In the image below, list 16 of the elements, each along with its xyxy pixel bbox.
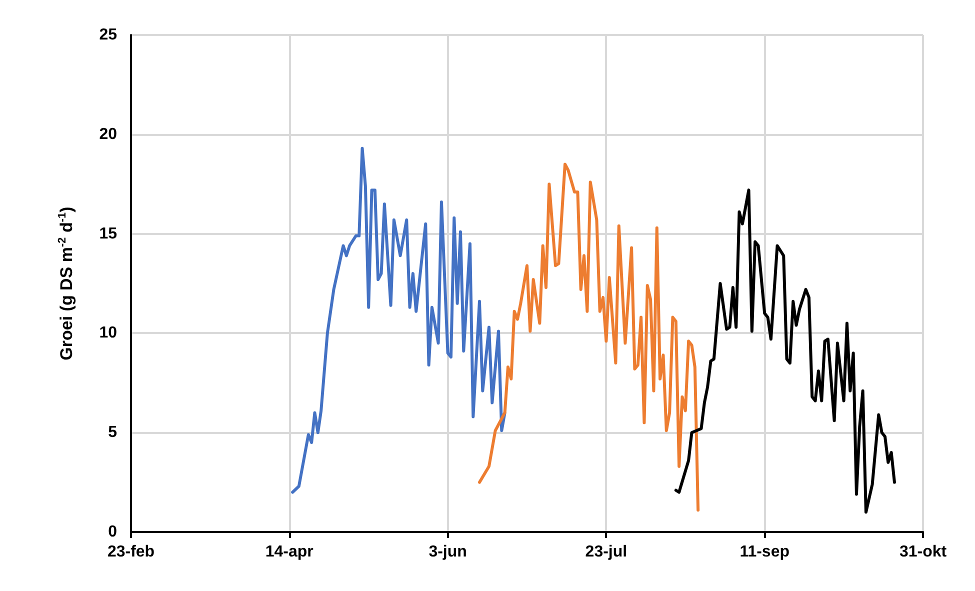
y-tick-label: 20 [99, 126, 118, 143]
x-tick-label: 23-feb [107, 544, 155, 560]
y-tick-label: 5 [108, 424, 118, 442]
x-tick-label: 23-jul [585, 544, 628, 560]
x-tick-label: 31-okt [899, 544, 948, 560]
y-tick-label: 10 [99, 324, 118, 342]
x-tick-label: 3-jun [428, 544, 467, 560]
x-tick-label: 14-apr [265, 544, 314, 560]
y-tick-label: 15 [99, 225, 118, 242]
line-series [291, 146, 506, 494]
line-series [478, 162, 700, 512]
y-tick-label: 25 [99, 26, 118, 44]
y-axis-title: Groei (g DS m-2 d-1) [56, 206, 76, 360]
line-series [674, 188, 896, 514]
x-tick-label: 11-sep [740, 544, 790, 560]
y-tick-label: 0 [108, 524, 118, 540]
